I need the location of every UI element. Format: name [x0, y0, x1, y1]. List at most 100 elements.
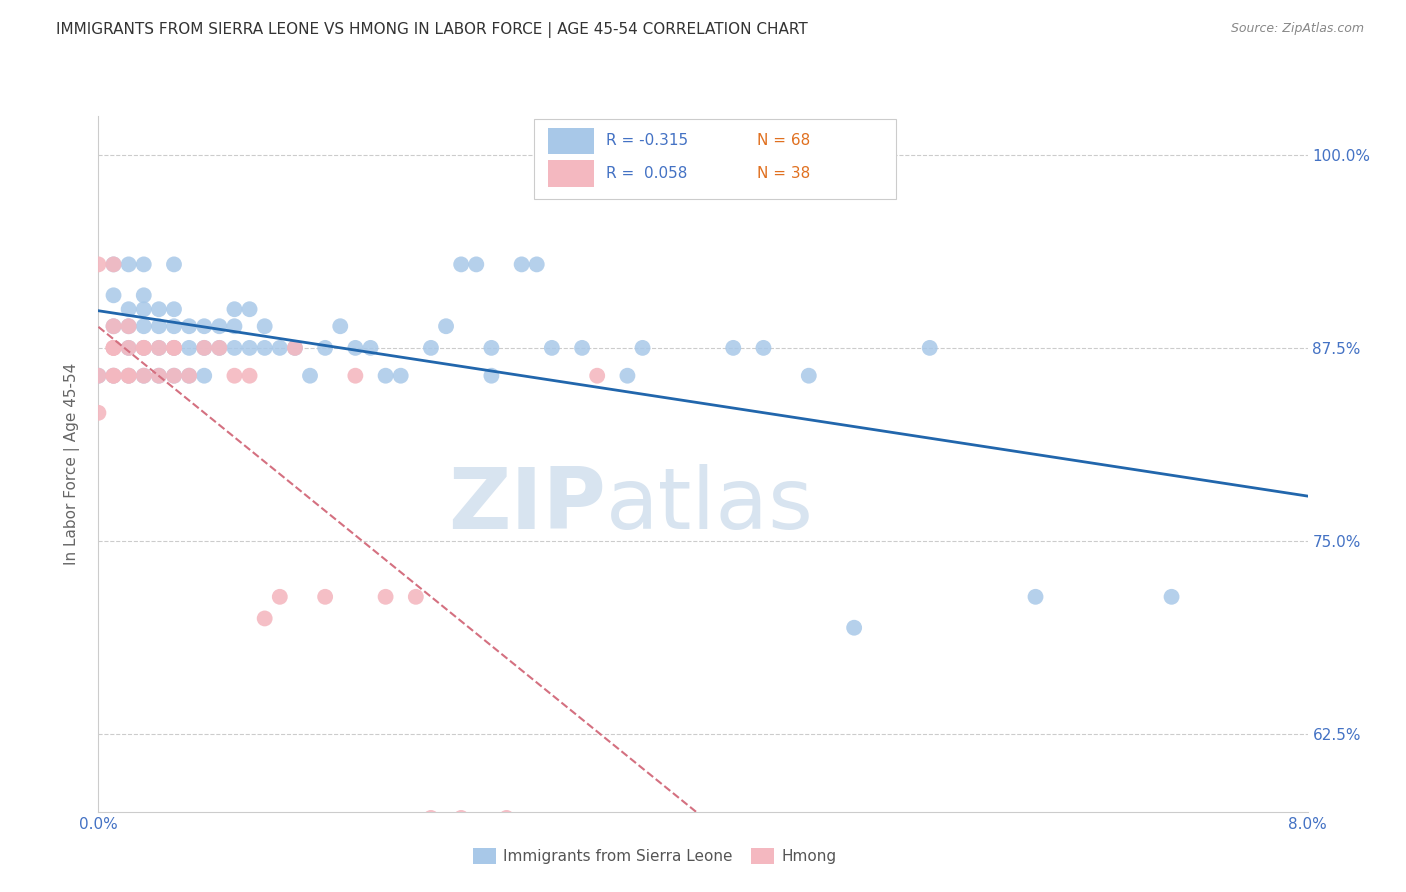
- FancyBboxPatch shape: [548, 128, 595, 154]
- Point: [148, 341, 170, 355]
- Text: IMMIGRANTS FROM SIERRA LEONE VS HMONG IN LABOR FORCE | AGE 45-54 CORRELATION CHA: IMMIGRANTS FROM SIERRA LEONE VS HMONG IN…: [56, 22, 808, 38]
- Point: [148, 368, 170, 383]
- Point: [374, 368, 396, 383]
- Point: [87, 368, 110, 383]
- FancyBboxPatch shape: [548, 161, 595, 187]
- Point: [344, 341, 367, 355]
- Text: R =  0.058: R = 0.058: [606, 166, 688, 180]
- Point: [208, 341, 231, 355]
- Point: [752, 341, 775, 355]
- Point: [103, 341, 125, 355]
- Point: [405, 590, 427, 604]
- Point: [103, 368, 125, 383]
- Point: [118, 319, 141, 334]
- Point: [918, 341, 941, 355]
- Point: [571, 341, 593, 355]
- Point: [179, 341, 201, 355]
- Point: [103, 288, 125, 302]
- Point: [132, 302, 155, 317]
- Point: [103, 341, 125, 355]
- Point: [450, 811, 472, 825]
- Point: [132, 319, 155, 334]
- Point: [510, 257, 533, 271]
- Legend: Immigrants from Sierra Leone, Hmong: Immigrants from Sierra Leone, Hmong: [467, 842, 842, 871]
- Point: [103, 341, 125, 355]
- Point: [495, 811, 517, 825]
- Point: [481, 341, 503, 355]
- Point: [299, 368, 322, 383]
- Point: [253, 319, 276, 334]
- Text: N = 68: N = 68: [758, 133, 811, 148]
- Point: [253, 341, 276, 355]
- Point: [163, 341, 186, 355]
- Point: [586, 368, 609, 383]
- Point: [239, 302, 262, 317]
- Point: [193, 319, 215, 334]
- Point: [103, 257, 125, 271]
- Point: [103, 368, 125, 383]
- Point: [329, 319, 352, 334]
- Point: [118, 341, 141, 355]
- Point: [1160, 590, 1182, 604]
- Point: [465, 257, 488, 271]
- Point: [239, 368, 262, 383]
- Text: R = -0.315: R = -0.315: [606, 133, 689, 148]
- Point: [87, 406, 110, 420]
- Point: [797, 368, 820, 383]
- Text: atlas: atlas: [606, 464, 814, 547]
- Point: [132, 341, 155, 355]
- Y-axis label: In Labor Force | Age 45-54: In Labor Force | Age 45-54: [63, 363, 80, 565]
- Point: [163, 341, 186, 355]
- Point: [284, 341, 307, 355]
- Point: [314, 590, 336, 604]
- Point: [526, 257, 548, 271]
- Point: [314, 341, 336, 355]
- Point: [239, 341, 262, 355]
- Point: [118, 368, 141, 383]
- Point: [360, 341, 382, 355]
- Point: [193, 341, 215, 355]
- Point: [269, 590, 291, 604]
- Point: [132, 368, 155, 383]
- Point: [179, 368, 201, 383]
- Point: [208, 341, 231, 355]
- Point: [420, 341, 443, 355]
- Point: [344, 368, 367, 383]
- Point: [374, 590, 396, 604]
- Point: [148, 302, 170, 317]
- Point: [163, 302, 186, 317]
- Point: [132, 288, 155, 302]
- Point: [87, 257, 110, 271]
- Point: [132, 341, 155, 355]
- Point: [253, 611, 276, 625]
- Point: [616, 368, 638, 383]
- Text: Source: ZipAtlas.com: Source: ZipAtlas.com: [1230, 22, 1364, 36]
- Point: [481, 368, 503, 383]
- Point: [224, 319, 246, 334]
- Point: [631, 341, 654, 355]
- Point: [163, 368, 186, 383]
- Point: [269, 341, 291, 355]
- Point: [723, 341, 745, 355]
- Point: [179, 319, 201, 334]
- Text: ZIP: ZIP: [449, 464, 606, 547]
- Point: [163, 341, 186, 355]
- Point: [103, 257, 125, 271]
- Point: [224, 341, 246, 355]
- Point: [163, 368, 186, 383]
- Point: [132, 257, 155, 271]
- Point: [118, 302, 141, 317]
- Point: [844, 621, 866, 635]
- Point: [163, 257, 186, 271]
- Point: [118, 368, 141, 383]
- Point: [118, 368, 141, 383]
- Point: [179, 368, 201, 383]
- Point: [148, 341, 170, 355]
- Point: [118, 257, 141, 271]
- Point: [450, 257, 472, 271]
- Point: [118, 341, 141, 355]
- Text: N = 38: N = 38: [758, 166, 811, 180]
- Point: [434, 319, 457, 334]
- Point: [148, 368, 170, 383]
- Point: [103, 319, 125, 334]
